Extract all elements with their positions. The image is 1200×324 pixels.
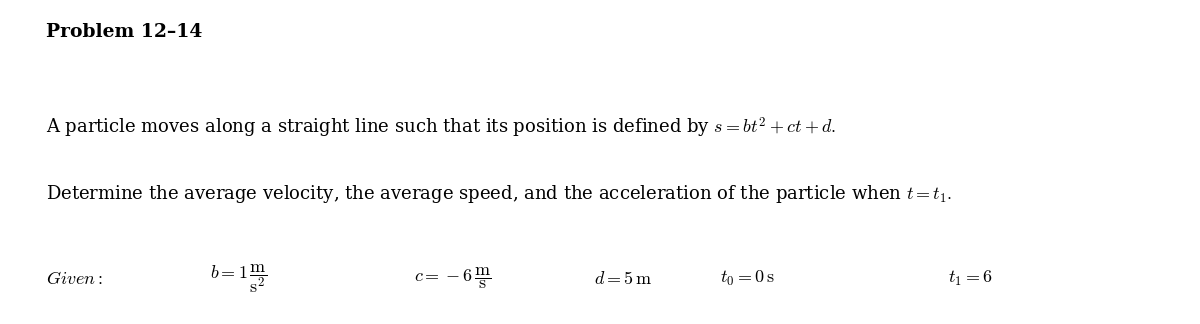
Text: $d = 5\,\mathrm{m}$: $d = 5\,\mathrm{m}$ bbox=[594, 270, 653, 288]
Text: $t_0 = 0\,\mathrm{s}$: $t_0 = 0\,\mathrm{s}$ bbox=[720, 269, 774, 288]
Text: Problem 12–14: Problem 12–14 bbox=[46, 23, 202, 41]
Text: $c = -6\,\dfrac{\mathrm{m}}{\mathrm{s}}$: $c = -6\,\dfrac{\mathrm{m}}{\mathrm{s}}$ bbox=[414, 266, 491, 292]
Text: $t_1 = 6$: $t_1 = 6$ bbox=[948, 269, 992, 288]
Text: $b = 1\,\dfrac{\mathrm{m}}{\mathrm{s}^2}$: $b = 1\,\dfrac{\mathrm{m}}{\mathrm{s}^2}… bbox=[210, 262, 268, 295]
Text: $\it{Given:}$: $\it{Given:}$ bbox=[46, 270, 103, 288]
Text: Determine the average velocity, the average speed, and the acceleration of the p: Determine the average velocity, the aver… bbox=[46, 183, 952, 205]
Text: A particle moves along a straight line such that its position is defined by $s =: A particle moves along a straight line s… bbox=[46, 115, 835, 140]
